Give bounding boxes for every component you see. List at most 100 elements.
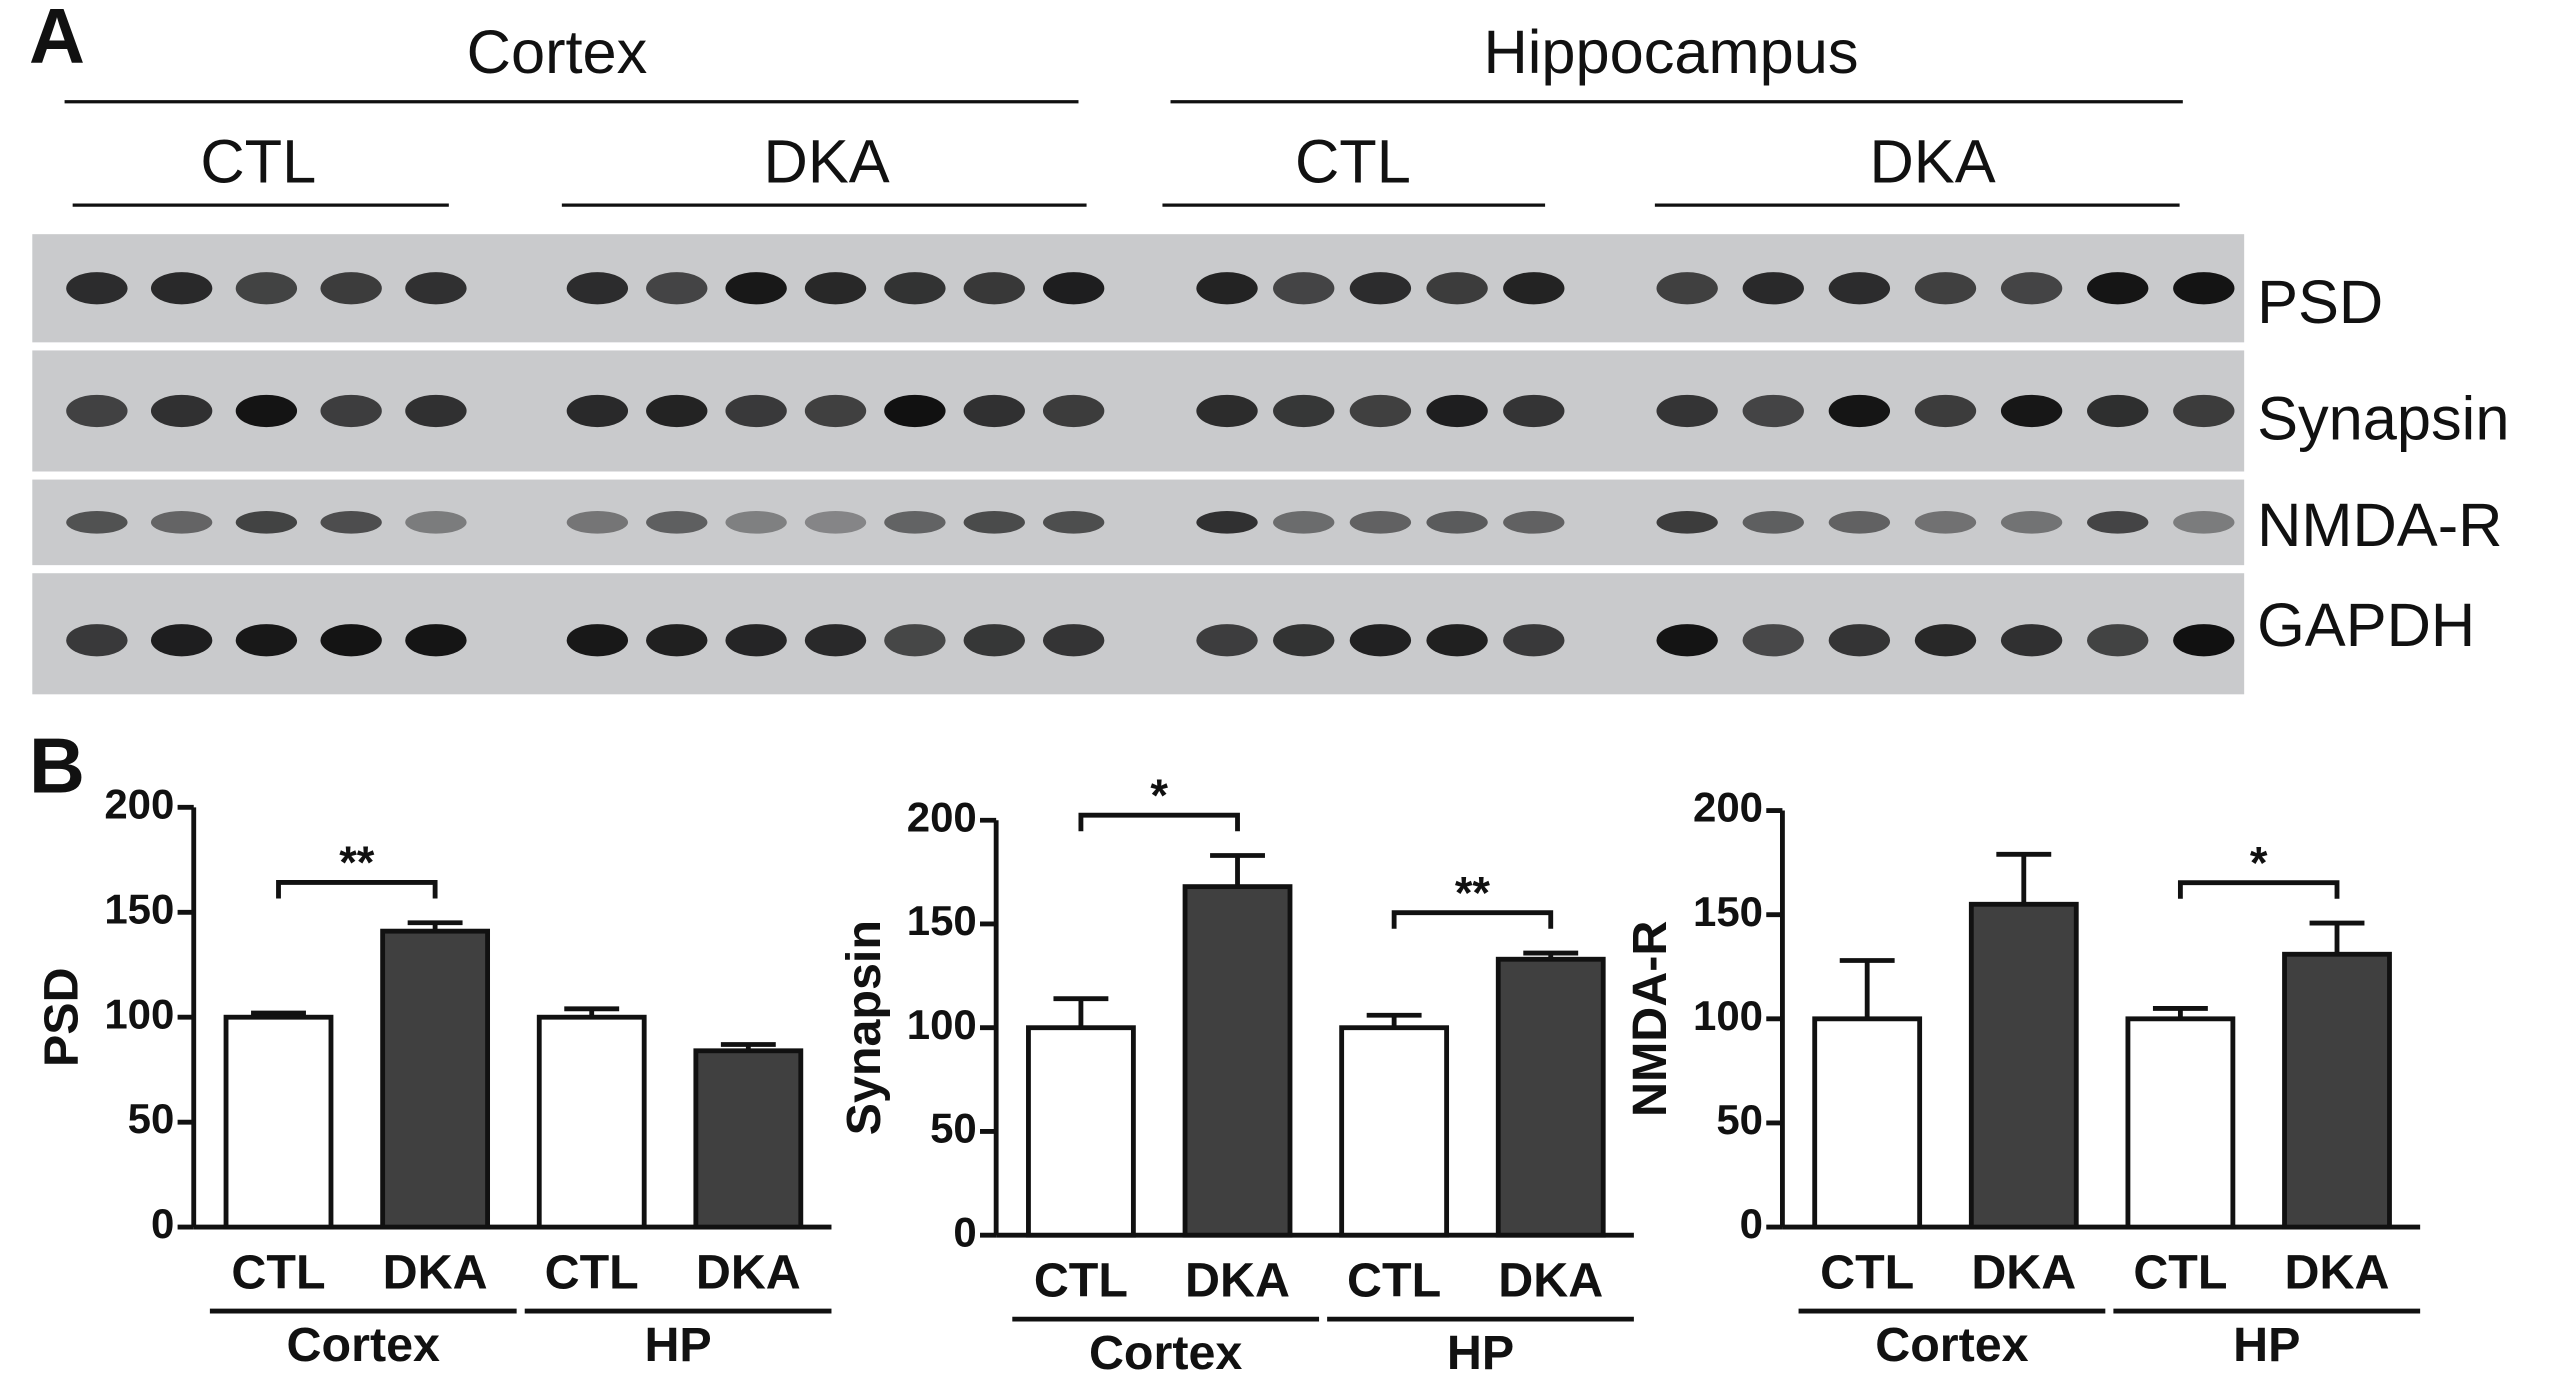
x-tick-label: DKA [696,1245,801,1299]
band [566,511,629,534]
band [2000,394,2063,428]
band [1042,272,1105,305]
x-tick-label: DKA [1498,1253,1603,1307]
band [1426,394,1488,428]
band [1426,511,1488,534]
band [235,624,298,657]
band [2173,624,2235,657]
band [804,272,867,305]
band [1828,272,1891,305]
band [1426,272,1488,305]
band [2087,624,2149,657]
bar [1182,884,1293,1238]
protein-label: PSD [2257,268,2383,337]
band [1828,624,1891,657]
significance-bracket [2177,880,2340,899]
group-label: CTL [200,128,316,197]
bar [2282,951,2392,1230]
band [1196,394,1258,428]
band [1656,394,1718,428]
bar [380,928,491,1230]
panel-label: A [29,0,85,80]
band [1196,511,1258,534]
band [320,394,382,428]
group-label: HP [2233,1318,2300,1372]
band [725,624,787,657]
band [1273,624,1335,657]
bar [693,1048,804,1230]
y-tick-label: 150 [104,885,174,932]
group-label: CTL [1295,128,1411,197]
significance-label: ** [1455,867,1491,918]
band [1503,624,1565,657]
band [405,511,467,534]
group-label: DKA [764,128,890,197]
y-tick-label: 50 [128,1095,175,1142]
band [320,511,382,534]
band [566,624,629,657]
band [1196,624,1258,657]
band [1742,394,1804,428]
band [1828,394,1891,428]
band [2000,624,2063,657]
band [1196,272,1258,305]
band [1742,511,1804,534]
band [1914,624,1977,657]
bar [2125,1016,2236,1230]
x-tick-label: CTL [545,1245,639,1299]
bar [223,1014,334,1230]
group-label: DKA [1869,128,1995,197]
group-label: Cortex [1875,1318,2028,1372]
band [1656,511,1718,534]
y-tick-label: 50 [1716,1096,1763,1143]
band [2173,394,2235,428]
y-tick-label: 0 [1740,1200,1763,1247]
bar [1026,1025,1136,1238]
band [1914,511,1977,534]
significance-label: ** [339,837,375,888]
significance-bracket [1078,812,1240,832]
group-label: HP [1447,1326,1514,1380]
protein-label: NMDA-R [2257,491,2502,560]
band [1349,272,1412,305]
band [1349,511,1412,534]
band [66,624,128,657]
x-tick-label: DKA [2285,1245,2390,1299]
protein-label: GAPDH [2257,591,2475,660]
band [725,511,787,534]
band [66,272,128,305]
band [2000,272,2063,305]
band [405,272,467,305]
band [2173,272,2235,305]
band [1349,394,1412,428]
band [884,394,946,428]
band [235,272,298,305]
band [405,394,467,428]
significance-label: * [2250,837,2268,888]
band [566,394,629,428]
band [1503,511,1565,534]
bar [1339,1025,1450,1238]
x-tick-label: CTL [2133,1245,2227,1299]
band [963,624,1025,657]
band [2087,272,2149,305]
band [2087,511,2149,534]
band [66,394,128,428]
band [963,511,1025,534]
band [1273,511,1335,534]
y-tick-label: 100 [907,1001,977,1048]
band [1828,511,1891,534]
y-tick-label: 200 [104,780,174,827]
band [1656,624,1718,657]
band [804,624,867,657]
band [1349,624,1412,657]
group-label: Cortex [1089,1326,1242,1380]
band [150,624,213,657]
y-tick-label: 100 [104,990,174,1037]
band [963,272,1025,305]
band [235,511,298,534]
protein-label: Synapsin [2257,384,2509,453]
x-tick-label: DKA [383,1245,488,1299]
band [320,624,382,657]
